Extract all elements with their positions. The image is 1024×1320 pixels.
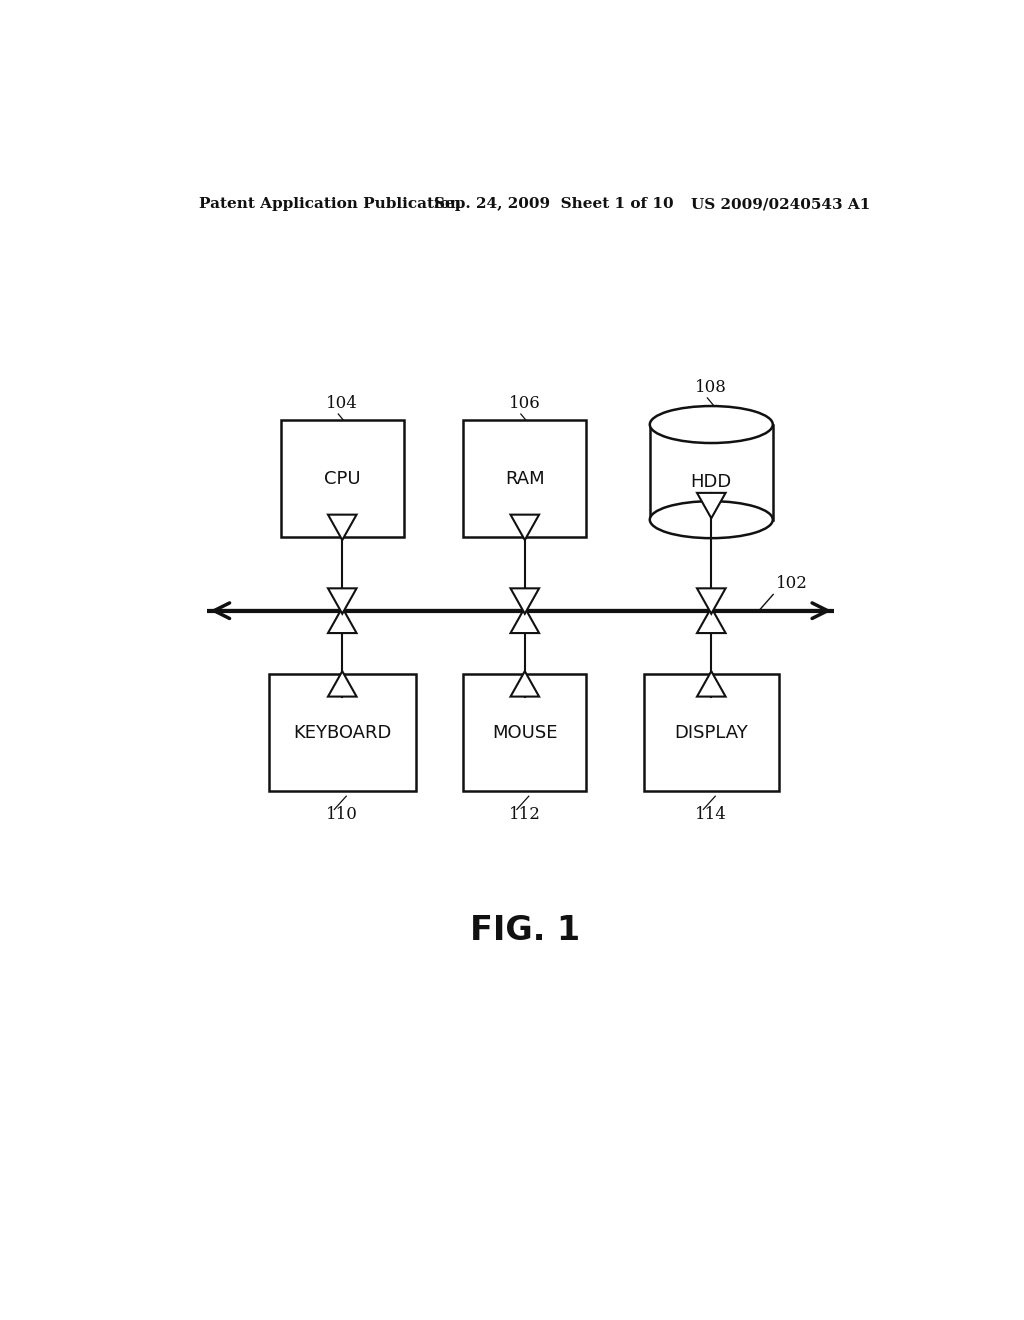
- Polygon shape: [328, 589, 356, 614]
- Text: 102: 102: [776, 576, 808, 593]
- Ellipse shape: [650, 407, 773, 444]
- Bar: [644, 675, 779, 791]
- Polygon shape: [697, 671, 726, 697]
- Polygon shape: [697, 607, 726, 634]
- Ellipse shape: [650, 502, 773, 539]
- Polygon shape: [328, 671, 356, 697]
- Text: Sep. 24, 2009  Sheet 1 of 10: Sep. 24, 2009 Sheet 1 of 10: [433, 197, 673, 211]
- Polygon shape: [697, 492, 726, 519]
- Text: DISPLAY: DISPLAY: [675, 723, 749, 742]
- Text: RAM: RAM: [505, 470, 545, 487]
- Text: Patent Application Publication: Patent Application Publication: [200, 197, 462, 211]
- Polygon shape: [511, 607, 539, 634]
- Text: 112: 112: [509, 807, 541, 824]
- Text: FIG. 1: FIG. 1: [470, 915, 580, 948]
- Text: US 2009/0240543 A1: US 2009/0240543 A1: [691, 197, 870, 211]
- Polygon shape: [511, 671, 539, 697]
- Text: KEYBOARD: KEYBOARD: [293, 723, 391, 742]
- Polygon shape: [328, 607, 356, 634]
- Text: 110: 110: [327, 807, 358, 824]
- Text: 114: 114: [695, 807, 727, 824]
- Text: 108: 108: [695, 379, 727, 396]
- Text: CPU: CPU: [324, 470, 360, 487]
- Polygon shape: [511, 515, 539, 540]
- Text: 106: 106: [509, 395, 541, 412]
- Bar: [650, 425, 773, 520]
- Text: HDD: HDD: [690, 473, 732, 491]
- Polygon shape: [697, 589, 726, 614]
- Bar: [269, 675, 416, 791]
- Bar: [463, 675, 587, 791]
- Polygon shape: [328, 515, 356, 540]
- Text: 104: 104: [327, 395, 358, 412]
- Text: MOUSE: MOUSE: [493, 723, 557, 742]
- Bar: [281, 420, 403, 537]
- Polygon shape: [511, 589, 539, 614]
- Bar: [463, 420, 587, 537]
